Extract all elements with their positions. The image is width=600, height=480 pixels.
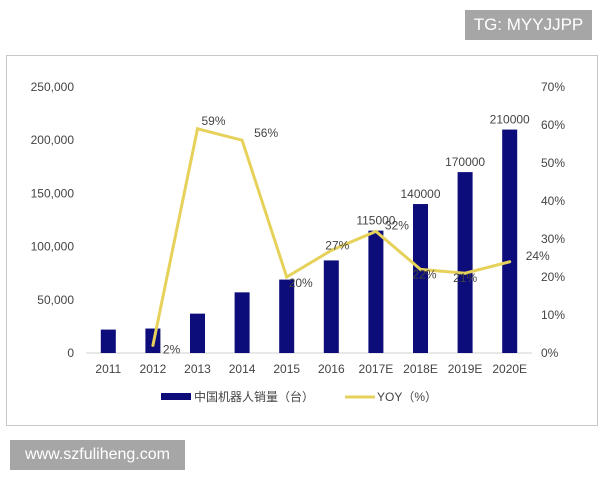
x-tick-label: 2018E	[403, 362, 438, 376]
yoy-point	[196, 127, 199, 131]
yoy-data-label: 56%	[254, 126, 278, 140]
bar-data-label: 140000	[400, 187, 440, 201]
yoy-data-label: 59%	[202, 114, 226, 128]
legend-bar-label: 中国机器人销量（台）	[194, 389, 314, 404]
yoy-point	[374, 229, 378, 233]
yoy-point	[419, 267, 422, 271]
yoy-data-label: 27%	[325, 238, 349, 252]
bar	[100, 329, 116, 353]
watermark-top: TG: MYYJJPP	[465, 10, 592, 40]
x-tick-label: 2017E	[359, 362, 394, 376]
right-tick-label: 10%	[541, 308, 565, 322]
left-tick-label: 50,000	[37, 293, 74, 307]
left-tick-label: 100,000	[31, 240, 75, 254]
right-tick-label: 0%	[541, 346, 559, 360]
x-tick-label: 2020E	[492, 362, 527, 376]
right-tick-label: 50%	[541, 156, 565, 170]
x-tick-label: 2015	[273, 362, 300, 376]
left-tick-label: 250,000	[31, 80, 75, 94]
right-tick-label: 60%	[541, 118, 565, 132]
bar	[279, 279, 295, 353]
bar	[502, 129, 518, 353]
bar	[234, 292, 250, 353]
legend-bar-swatch	[161, 393, 191, 400]
bar	[190, 313, 205, 353]
yoy-data-label: 20%	[289, 276, 313, 290]
watermark-bottom: www.szfuliheng.com	[10, 440, 185, 470]
right-tick-label: 40%	[541, 194, 565, 208]
yoy-data-label: 2%	[163, 342, 181, 356]
yoy-point	[329, 248, 333, 252]
chart-frame	[6, 55, 598, 426]
bar	[323, 260, 339, 353]
legend-line-label: YOY（%）	[377, 390, 437, 404]
yoy-point	[285, 275, 289, 279]
bar-data-label: 210000	[490, 113, 530, 127]
bar-data-label: 170000	[445, 155, 485, 169]
x-tick-label: 2013	[184, 362, 211, 376]
x-tick-label: 2012	[140, 362, 167, 376]
yoy-point	[508, 260, 512, 264]
right-tick-label: 70%	[541, 80, 565, 94]
x-tick-label: 2016	[318, 362, 345, 376]
yoy-point	[463, 271, 467, 275]
x-tick-label: 2019E	[448, 362, 483, 376]
bar-data-label: 115000	[356, 214, 395, 228]
yoy-data-label: 22%	[413, 267, 437, 281]
right-tick-label: 30%	[541, 232, 565, 246]
x-tick-label: 2014	[229, 362, 256, 376]
left-tick-label: 0	[67, 346, 74, 360]
left-tick-label: 200,000	[31, 133, 75, 147]
bar	[413, 204, 428, 353]
yoy-point	[151, 343, 155, 347]
yoy-data-label: 21%	[453, 271, 477, 285]
yoy-point	[240, 138, 244, 142]
bar	[457, 172, 473, 353]
right-tick-label: 20%	[541, 270, 565, 284]
yoy-data-label: 32%	[385, 218, 409, 232]
x-tick-label: 2011	[95, 362, 121, 376]
left-tick-label: 150,000	[31, 186, 75, 200]
yoy-data-label: 24%	[526, 249, 550, 263]
bar	[368, 230, 384, 353]
